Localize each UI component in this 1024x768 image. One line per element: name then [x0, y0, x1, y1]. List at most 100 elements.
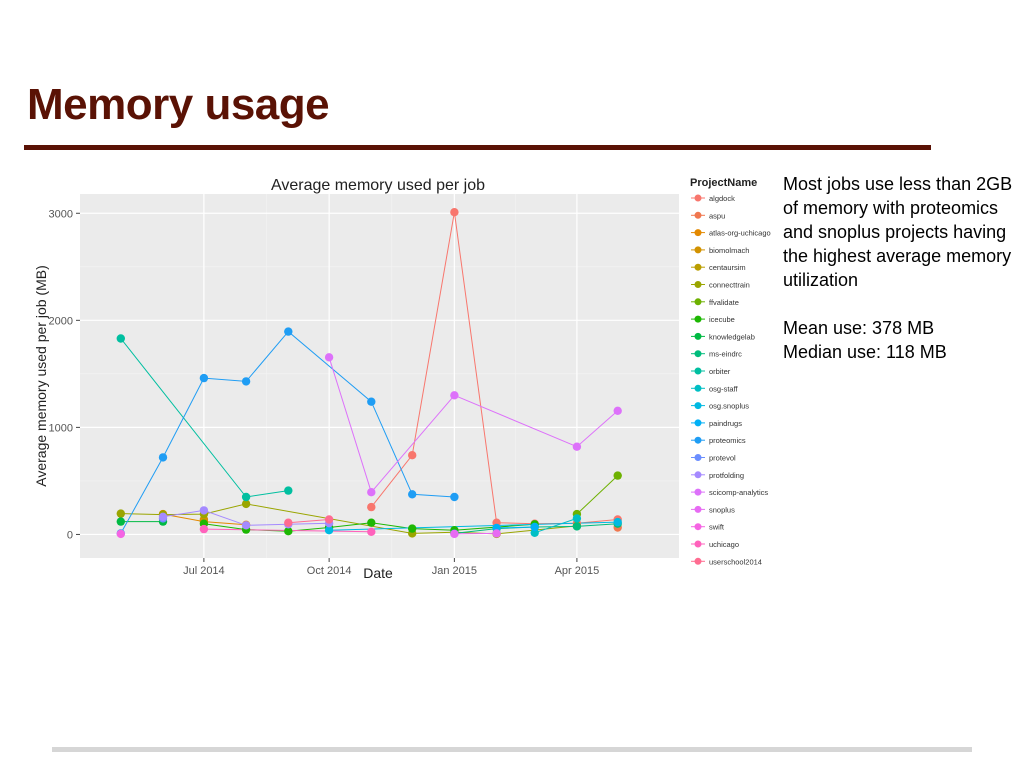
data-point-scicomp-analytics: [613, 406, 622, 415]
data-point-snoplus: [450, 529, 459, 539]
data-point-proteomics: [450, 492, 459, 502]
data-point-snoplus: [492, 529, 501, 538]
data-point-osg-staff: [572, 514, 582, 523]
x-tick-label: Jan 2015: [432, 565, 477, 577]
legend-key-algdock: [694, 194, 702, 202]
y-axis-label: Average memory used per job (MB): [33, 265, 49, 487]
legend-label-centaursim: centaursim: [709, 263, 746, 272]
series-line-ffvalidate: [576, 475, 619, 515]
legend-label-userschool2014: userschool2014: [709, 557, 762, 566]
legend-title: ProjectName: [690, 177, 757, 189]
x-tick-label: Oct 2014: [307, 565, 352, 577]
data-point-algdock: [367, 502, 376, 512]
series-line-proteomics: [120, 330, 455, 534]
data-point-orbiter: [241, 492, 251, 502]
data-point-algdock: [408, 451, 417, 460]
data-point-connecttrain: [241, 499, 251, 509]
legend-label-osg.snoplus: osg.snoplus: [709, 402, 749, 411]
legend-key-swift: [694, 523, 702, 531]
title-underline: [24, 145, 931, 150]
data-point-proteomics: [284, 327, 293, 336]
data-point-swift: [116, 529, 126, 539]
y-tick-label: 1000: [49, 422, 73, 434]
data-point-uchicago: [199, 524, 209, 534]
legend-label-atlas-org-uchicago: atlas-org-uchicago: [709, 229, 771, 238]
data-point-paindrugs: [530, 522, 539, 532]
legend-key-snoplus: [694, 505, 702, 513]
legend-key-biomolmach: [694, 246, 702, 254]
legend-label-proteomics: proteomics: [709, 436, 746, 445]
data-point-protfolding: [241, 521, 251, 530]
data-point-proteomics: [367, 397, 376, 406]
legend-key-aspu: [694, 211, 702, 219]
legend-label-snoplus: snoplus: [709, 505, 735, 514]
data-point-scicomp-analytics: [324, 353, 334, 362]
data-point-userschool2014: [324, 515, 334, 524]
data-point-osg.snoplus: [324, 526, 334, 535]
legend-label-swift: swift: [709, 523, 725, 532]
data-point-ms-eindrc: [572, 522, 582, 531]
data-point-orbiter: [116, 334, 126, 343]
series-line-osg.snoplus: [329, 521, 618, 531]
legend-key-centaursim: [694, 263, 702, 271]
series-line-snoplus: [454, 532, 497, 535]
notes-panel: Most jobs use less than 2GB of memory wi…: [783, 172, 1013, 364]
data-point-osg.snoplus: [613, 517, 622, 527]
legend-key-orbiter: [694, 367, 702, 375]
legend-key-ffvalidate: [694, 298, 702, 306]
legend-label-ms-eindrc: ms-eindrc: [709, 350, 742, 359]
legend-key-osg.snoplus: [694, 402, 702, 410]
median-use: Median use: 118 MB: [783, 342, 947, 362]
data-point-connecttrain: [116, 509, 126, 518]
legend-key-uchicago: [694, 540, 702, 548]
y-tick-label: 3000: [49, 208, 73, 220]
legend-label-osg-staff: osg-staff: [709, 384, 739, 393]
legend-label-aspu: aspu: [709, 211, 725, 220]
data-point-scicomp-analytics: [572, 442, 582, 451]
memory-chart: Average memory used per job 0 1000 2000 300…: [33, 177, 771, 581]
data-point-scicomp-analytics: [450, 391, 459, 400]
plot-background: [80, 194, 679, 558]
x-tick-label: Jul 2014: [183, 565, 225, 577]
x-tick-label: Apr 2015: [555, 565, 600, 577]
data-point-uchicago: [367, 527, 376, 536]
data-point-icecube: [408, 524, 417, 533]
data-point-protfolding: [199, 506, 209, 515]
legend-key-knowledgelab: [694, 332, 702, 340]
legend-key-scicomp-analytics: [694, 488, 702, 496]
series-line-userschool2014: [288, 519, 330, 524]
legend-key-userschool2014: [694, 557, 702, 565]
axes: 0 1000 2000 3000 Jul 2014 Oct 2014 Jan 2015 Apr…: [49, 208, 600, 577]
series-points: [116, 208, 622, 539]
legend-label-algdock: algdock: [709, 194, 735, 203]
legend-key-connecttrain: [694, 281, 702, 288]
data-point-icecube: [284, 527, 293, 536]
legend-key-osg-staff: [694, 384, 702, 392]
notes-summary: Most jobs use less than 2GB of memory wi…: [783, 174, 1013, 290]
series-line-paindrugs: [496, 526, 535, 529]
legend-label-biomolmach: biomolmach: [709, 246, 749, 255]
legend-label-paindrugs: paindrugs: [709, 419, 742, 428]
data-point-osg-staff: [530, 528, 539, 537]
x-axis-label: Date: [363, 565, 393, 581]
legend-label-knowledgelab: knowledgelab: [709, 332, 755, 341]
legend-label-protfolding: protfolding: [709, 471, 744, 480]
data-point-ffvalidate: [613, 471, 622, 480]
legend-label-scicomp-analytics: scicomp-analytics: [709, 488, 768, 497]
legend-label-uchicago: uchicago: [709, 540, 739, 549]
slide-title: Memory usage: [27, 80, 330, 129]
legend-label-ffvalidate: ffvalidate: [709, 298, 739, 307]
legend-key-protfolding: [694, 471, 702, 479]
y-tick-label: 0: [67, 529, 73, 541]
legend-key-icecube: [694, 315, 702, 323]
legend-key-protevol: [694, 454, 702, 461]
legend-key-atlas-org-uchicago: [694, 229, 702, 237]
chart-title: Average memory used per job: [271, 177, 485, 194]
data-point-scicomp-analytics: [367, 488, 376, 497]
data-point-userschool2014: [284, 518, 293, 527]
legend-label-protevol: protevol: [709, 454, 736, 463]
legend-label-orbiter: orbiter: [709, 367, 731, 376]
data-point-proteomics: [158, 453, 168, 462]
data-point-proteomics: [199, 373, 209, 383]
legend-key-ms-eindrc: [694, 350, 702, 358]
